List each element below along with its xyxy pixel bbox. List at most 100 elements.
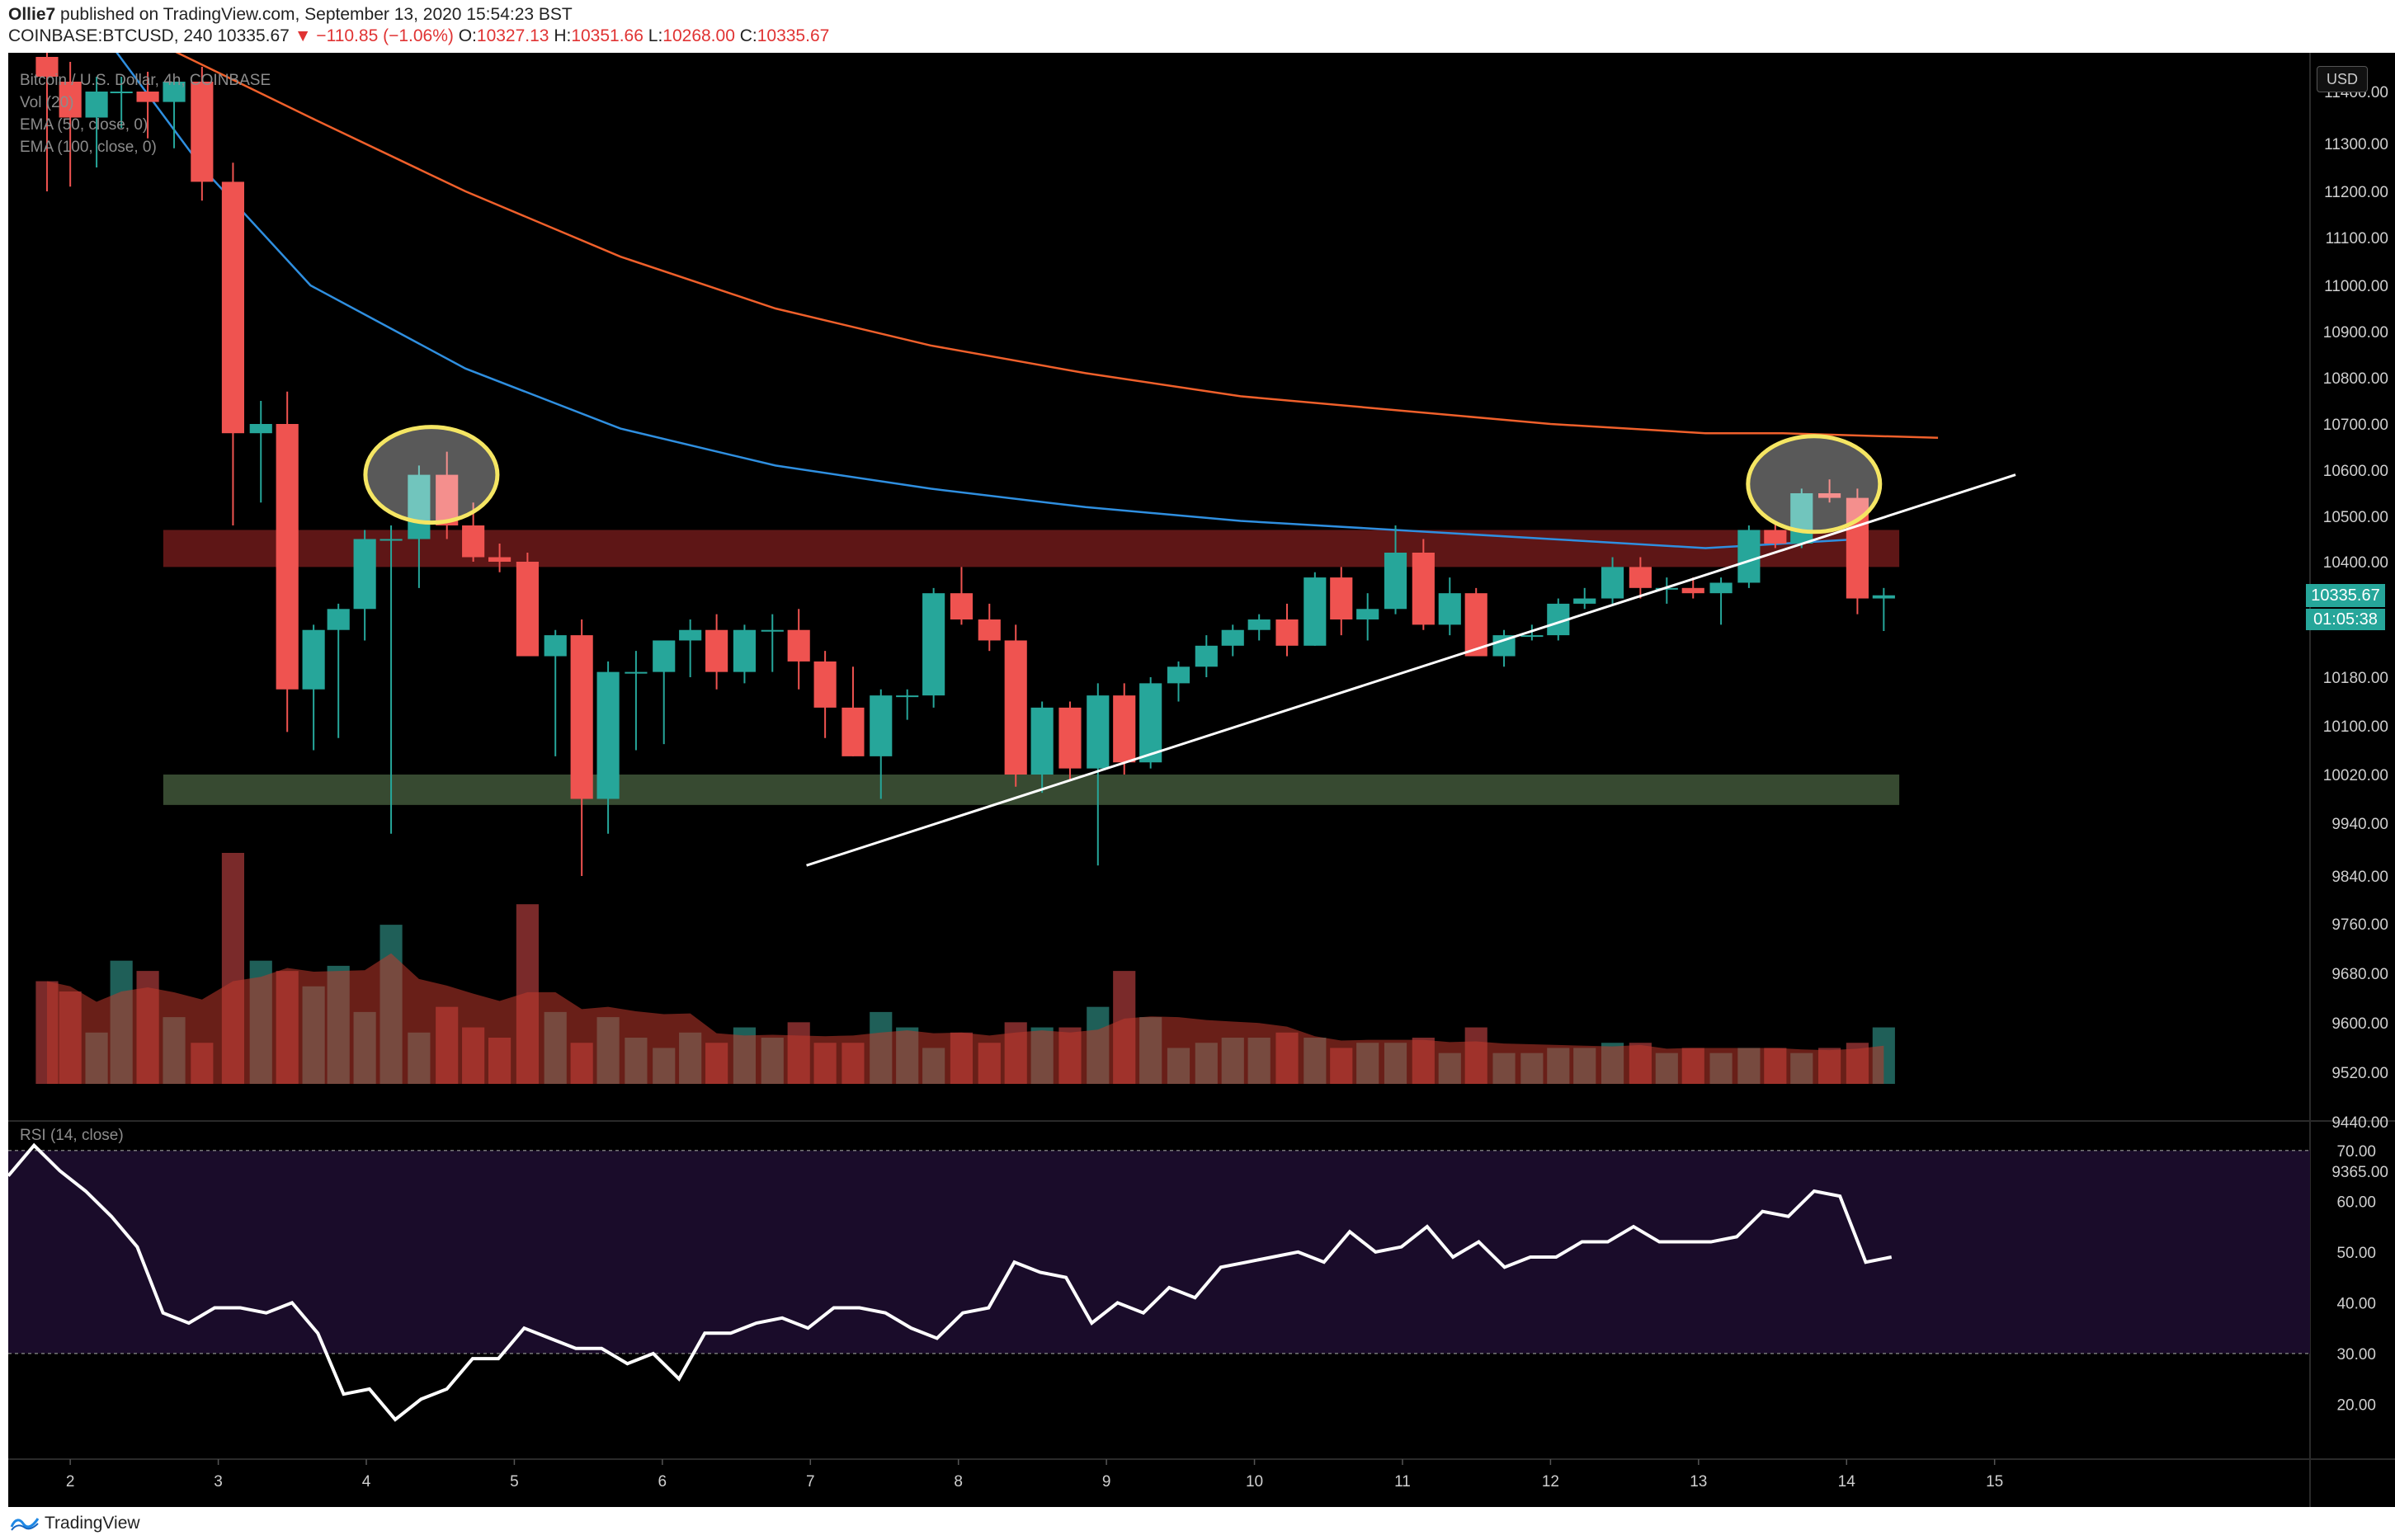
candle-body [191,82,214,182]
tradingview-brand: TradingView [45,1514,140,1533]
candle-body [1601,567,1624,599]
price-tick-label: 10180.00 [2323,670,2388,687]
candle-body [1004,640,1027,775]
candle-body [380,539,403,541]
candle-body [221,181,244,434]
price-tick-label: 10400.00 [2323,554,2388,572]
rsi-tick-label: 60.00 [2336,1194,2376,1211]
candle-body [1412,553,1435,625]
candle-body [1356,609,1379,619]
candle-body [679,629,702,641]
price-tick-label: 10600.00 [2323,463,2388,480]
chart-area[interactable]: 11400.00 11300.00 11200.00 11100.00 11000.00… [8,53,2395,1507]
candle-body [59,82,82,118]
candle-body [1818,493,1841,498]
candle-body [488,557,512,562]
rsi-line [8,1142,1893,1422]
rsi-legend[interactable]: RSI (14, close) [20,1127,124,1144]
candle-body [896,695,919,698]
candle-body [276,424,299,690]
ema100-line [175,53,1939,440]
candle-body [1275,619,1299,646]
legend-ema100[interactable]: EMA (100, close, 0) [20,139,157,156]
rsi-tick-label: 40.00 [2336,1295,2376,1312]
chart-legend: Bitcoin / U.S. Dollar, 4h, COINBASE Vol … [20,69,271,158]
low-value: 10268.00 [662,26,735,45]
resistance-zone [163,530,1900,567]
legend-ema50[interactable]: EMA (50, close, 0) [20,116,149,134]
candle-body [733,629,756,672]
candle-body [1195,645,1218,667]
candle-body [570,635,593,799]
candle-body [436,474,459,525]
author-name[interactable]: Ollie7 [8,5,56,24]
candle-body [1520,635,1544,638]
price-tick-label: 9760.00 [2331,916,2388,934]
price-change: ▼ −110.85 (−1.06%) [294,26,454,45]
candle-body [1058,707,1082,769]
price-tick-label: 10500.00 [2323,509,2388,526]
tradingview-logo-icon [10,1518,40,1531]
high-label: H: [554,26,572,45]
chart-canvas[interactable]: 11400.0011300.0011200.0011100.0011000.00… [8,53,2395,1507]
candle-body [653,640,676,672]
candle-body [516,562,539,657]
candle-body [1872,595,1895,599]
current-price-tag: 10335.67 [2306,584,2385,607]
candle-body [625,671,648,674]
candle-body [1737,530,1761,583]
currency-badge[interactable]: USD [2317,66,2368,92]
publish-line: Ollie7 published on TradingView.com, Sep… [8,5,573,25]
candle-body [249,424,272,434]
time-tick-label: 3 [214,1473,223,1491]
high-value: 10351.66 [571,26,644,45]
candle-body [1247,619,1271,630]
candle-body [1790,493,1813,544]
price-tick-label: 11100.00 [2326,230,2388,247]
candle-body [408,474,431,539]
candle-body [462,525,485,558]
price-tick-label: 10100.00 [2323,718,2388,736]
time-tick-label: 11 [1394,1473,1411,1491]
support-zone [163,775,1900,805]
candle-body [327,609,350,630]
candle-body [1087,695,1110,769]
time-tick-label: 12 [1542,1473,1559,1491]
candle-body [787,629,810,662]
symbol-label: COINBASE:BTCUSD, 240 [8,26,213,45]
candle-body [978,619,1001,641]
candle-body [870,695,893,756]
legend-title[interactable]: Bitcoin / U.S. Dollar, 4h, COINBASE [20,72,271,89]
candle-body [813,661,837,708]
candle-body [1113,695,1136,763]
ascending-trendline [806,473,2016,867]
time-tick-label: 5 [510,1473,519,1491]
candle-body [1139,683,1162,763]
last-price: 10335.67 [217,26,290,45]
publish-header: Ollie7 published on TradingView.com, Sep… [0,0,2395,53]
price-tick-label: 10800.00 [2323,370,2388,388]
candle-body [761,629,784,632]
legend-volume[interactable]: Vol (20) [20,94,74,111]
ohlc-line: COINBASE:BTCUSD, 240 10335.67 ▼ −110.85 … [8,26,829,46]
price-tick-label: 11300.00 [2324,136,2388,153]
time-tick-label: 14 [1838,1473,1856,1491]
candle-body [1764,530,1787,544]
time-tick-label: 2 [66,1473,75,1491]
candle-body [1709,582,1733,594]
candle-body [163,82,186,102]
time-tick-label: 13 [1690,1473,1707,1491]
candle-body [922,593,945,696]
published-text: published on TradingView.com, September … [60,5,573,24]
candle-body [596,671,620,799]
candle-body [1221,629,1244,646]
rsi-tick-label: 30.00 [2336,1346,2376,1363]
bar-countdown: 01:05:38 [2306,609,2385,630]
candle-body [110,92,133,93]
rsi-tick-label: 20.00 [2336,1396,2376,1414]
ema50-line [116,53,1861,549]
candle-body [136,92,159,102]
highlight-circle [1746,434,1883,535]
candle-body [1573,598,1596,604]
open-value: 10327.13 [476,26,549,45]
